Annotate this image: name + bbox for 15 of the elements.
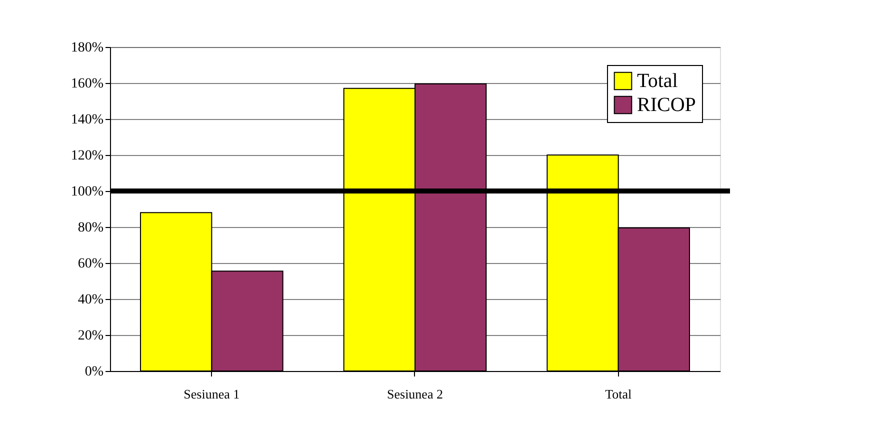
- x-tick-label: Sesiunea 2: [387, 386, 443, 402]
- y-tick-label: 20%: [78, 328, 104, 344]
- y-tick-label: 40%: [78, 292, 104, 308]
- y-tick-label: 80%: [78, 220, 104, 236]
- y-tick-label: 140%: [70, 112, 104, 128]
- y-tick-label: 60%: [78, 256, 104, 272]
- y-tick-label: 160%: [70, 76, 104, 92]
- y-tick-label: 100%: [70, 184, 104, 200]
- x-tick-label: Total: [605, 386, 632, 402]
- y-tick-label: 120%: [70, 148, 104, 164]
- legend-label: Total: [637, 70, 678, 92]
- legend-label: RICOP: [637, 94, 696, 116]
- y-tick-label: 0%: [84, 364, 104, 380]
- x-tick-label: Sesiunea 1: [184, 386, 240, 402]
- y-tick-label: 180%: [70, 40, 104, 56]
